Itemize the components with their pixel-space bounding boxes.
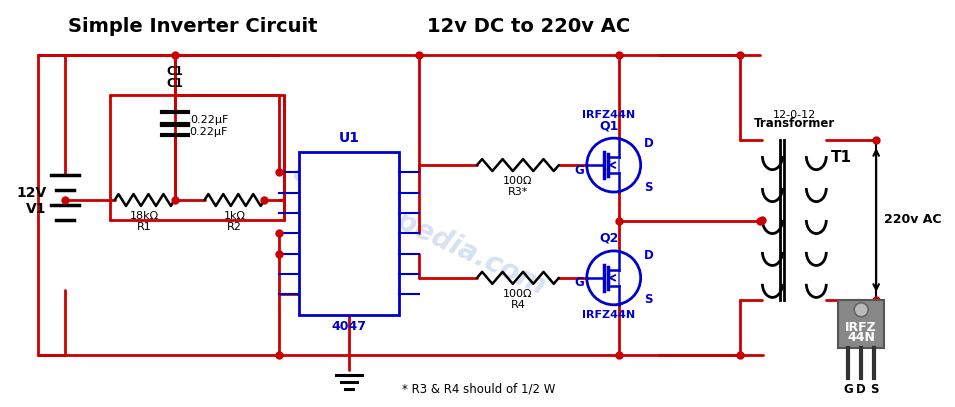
Text: 100Ω: 100Ω	[503, 176, 533, 186]
Text: * R3 & R4 should of 1/2 W: * R3 & R4 should of 1/2 W	[402, 383, 556, 396]
Text: 0.22μF: 0.22μF	[191, 115, 229, 125]
Text: 100Ω: 100Ω	[503, 289, 533, 299]
Text: Q1: Q1	[599, 119, 619, 132]
Text: R1: R1	[138, 222, 152, 232]
Circle shape	[854, 303, 868, 317]
Text: 4: 4	[304, 228, 310, 239]
Text: Q2: Q2	[599, 232, 619, 245]
Text: 6: 6	[304, 269, 310, 279]
Text: IRFZ: IRFZ	[845, 321, 877, 334]
Text: V1: V1	[27, 202, 47, 216]
Text: 44N: 44N	[847, 330, 875, 344]
Text: G: G	[843, 383, 853, 396]
Text: Transformer: Transformer	[753, 117, 835, 130]
Text: G: G	[574, 164, 584, 177]
Text: 1kΩ: 1kΩ	[223, 211, 245, 221]
Text: R3*: R3*	[508, 187, 528, 197]
Text: 13: 13	[382, 188, 395, 198]
Text: D: D	[857, 383, 866, 396]
Text: 12-0-12: 12-0-12	[773, 110, 816, 120]
Text: 3: 3	[304, 208, 310, 218]
Text: 8: 8	[389, 289, 395, 300]
Text: 7: 7	[304, 289, 310, 300]
Text: circuitspedia.com: circuitspedia.com	[287, 159, 551, 301]
Text: 2: 2	[304, 188, 310, 198]
Text: Simple Inverter Circuit: Simple Inverter Circuit	[68, 18, 317, 36]
Text: IRFZ44N: IRFZ44N	[583, 110, 635, 120]
Text: T1: T1	[831, 150, 852, 165]
Text: 12v DC to 220v AC: 12v DC to 220v AC	[427, 18, 630, 36]
Text: 5: 5	[304, 249, 310, 259]
Text: 18kΩ: 18kΩ	[130, 211, 159, 221]
Text: C1: C1	[166, 77, 183, 90]
Text: 9: 9	[389, 269, 395, 279]
Text: R2: R2	[227, 222, 242, 232]
Text: D: D	[644, 249, 653, 263]
FancyBboxPatch shape	[838, 300, 884, 348]
Text: C1: C1	[166, 65, 183, 78]
Text: D: D	[644, 137, 653, 150]
Text: 11: 11	[382, 228, 395, 239]
Text: 10: 10	[382, 249, 395, 259]
Text: U1: U1	[339, 131, 360, 145]
Text: S: S	[644, 293, 652, 306]
Text: R4: R4	[511, 300, 525, 310]
Text: IRFZ44N: IRFZ44N	[583, 310, 635, 320]
Text: 220v AC: 220v AC	[884, 213, 942, 226]
Text: 4047: 4047	[331, 320, 367, 333]
Text: G: G	[574, 276, 584, 289]
Text: 0.22μF: 0.22μF	[190, 127, 228, 137]
Text: S: S	[644, 181, 652, 194]
Text: 12: 12	[382, 208, 395, 218]
FancyBboxPatch shape	[299, 152, 399, 315]
Text: 12V: 12V	[16, 186, 47, 200]
Text: 14: 14	[382, 167, 395, 177]
Text: 1: 1	[304, 167, 310, 177]
Text: S: S	[870, 383, 879, 396]
